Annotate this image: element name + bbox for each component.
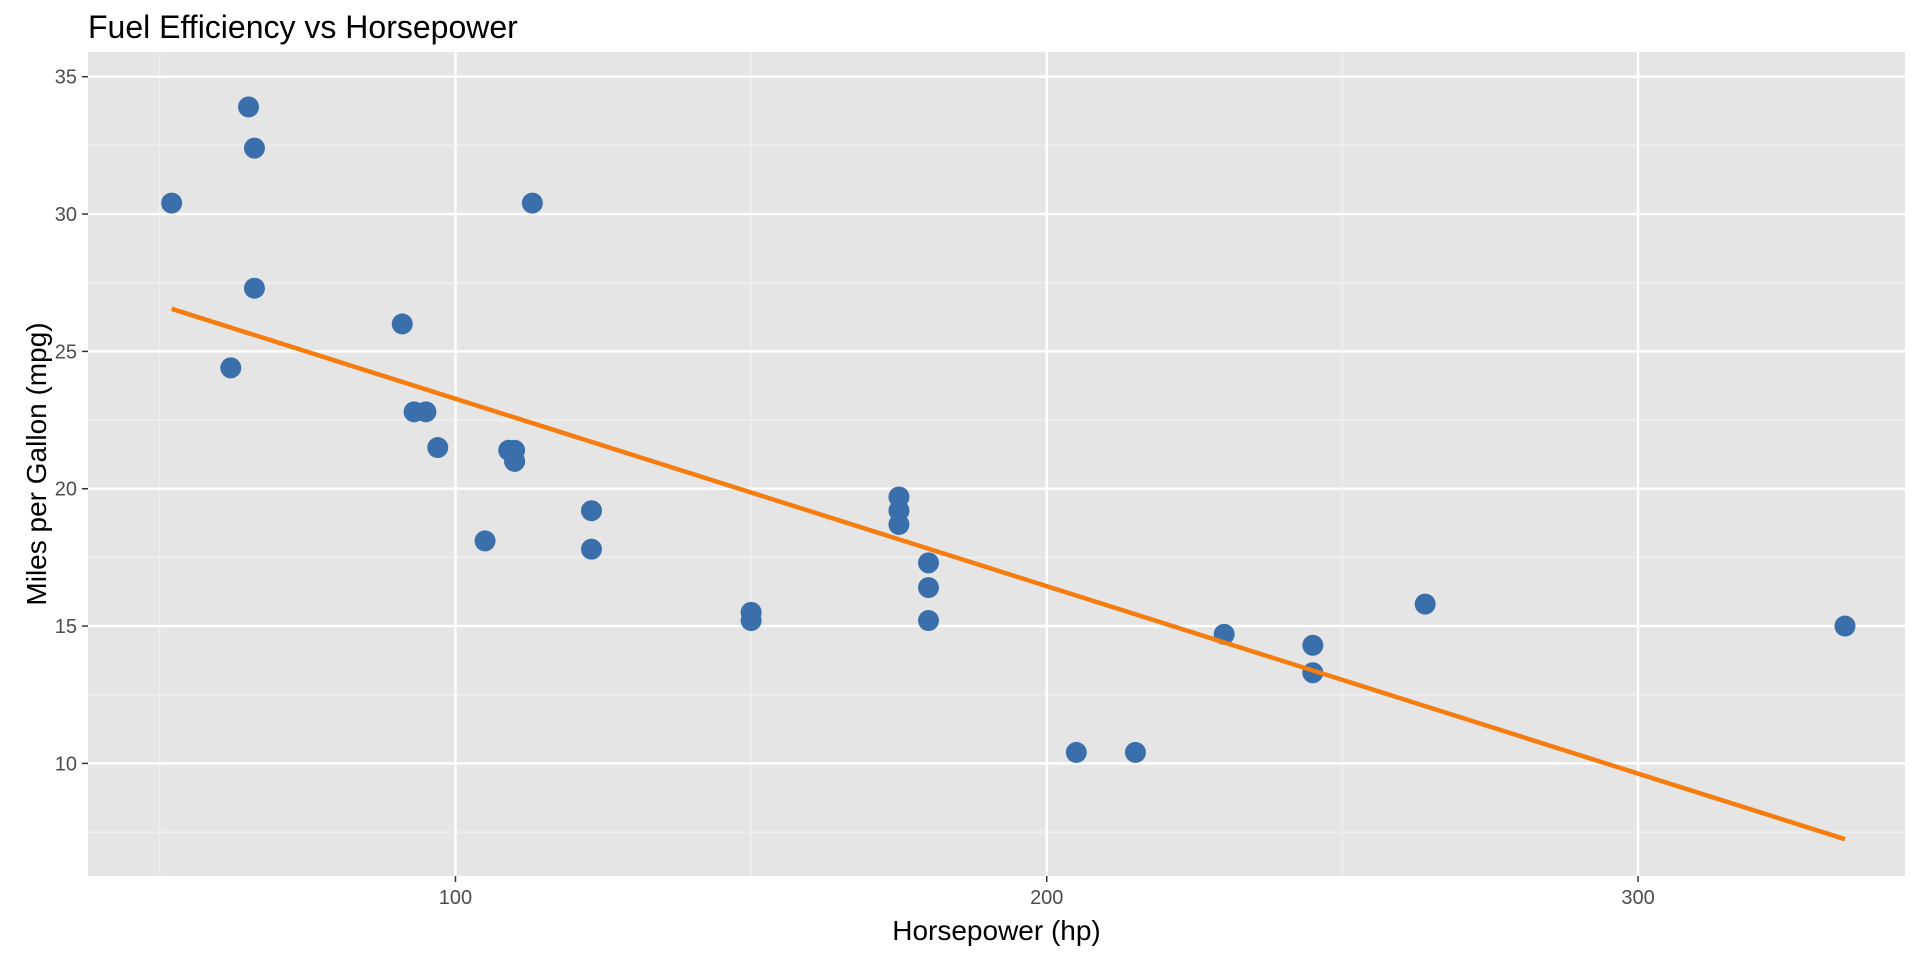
y-tick-label: 20: [55, 479, 77, 501]
data-point: [1065, 741, 1087, 763]
x-tick-label: 100: [439, 887, 472, 909]
data-point: [427, 437, 449, 459]
chart-title: Fuel Efficiency vs Horsepower: [88, 9, 518, 45]
data-point: [521, 192, 543, 214]
data-point: [918, 610, 940, 632]
x-tick-label: 300: [1621, 887, 1654, 909]
x-tick-label: 200: [1030, 887, 1063, 909]
plot-panel: [88, 52, 1905, 876]
y-tick-label: 35: [55, 67, 77, 89]
y-tick-label: 30: [55, 204, 77, 226]
axis-ticks: [82, 75, 1639, 882]
data-point: [243, 277, 265, 299]
minor-gridlines: [88, 52, 1905, 876]
data-point: [474, 530, 496, 552]
y-axis-title: Miles per Gallon (mpg): [21, 322, 52, 605]
data-point: [238, 96, 260, 118]
data-point: [243, 137, 265, 159]
data-point: [580, 538, 602, 560]
tick-labels: 100 200 300 10 15 20 25 30 35: [55, 67, 1655, 909]
data-point: [740, 610, 762, 632]
data-point: [918, 552, 940, 574]
data-point: [1302, 634, 1324, 656]
y-tick-label: 25: [55, 341, 77, 363]
data-point: [415, 401, 437, 423]
data-point: [1834, 615, 1856, 637]
data-point: [391, 313, 413, 335]
data-point: [580, 500, 602, 522]
data-point: [918, 577, 940, 599]
data-point: [1124, 741, 1146, 763]
data-point: [498, 439, 520, 461]
trend-line: [170, 306, 1846, 842]
data-point: [161, 192, 183, 214]
points-layer: [161, 96, 1856, 763]
data-point: [220, 357, 242, 379]
y-tick-label: 15: [55, 616, 77, 638]
trend-line-layer: [170, 306, 1846, 842]
data-point: [1414, 593, 1436, 615]
data-point: [888, 486, 910, 508]
x-axis-title: Horsepower (hp): [892, 915, 1101, 946]
y-tick-label: 10: [55, 753, 77, 775]
